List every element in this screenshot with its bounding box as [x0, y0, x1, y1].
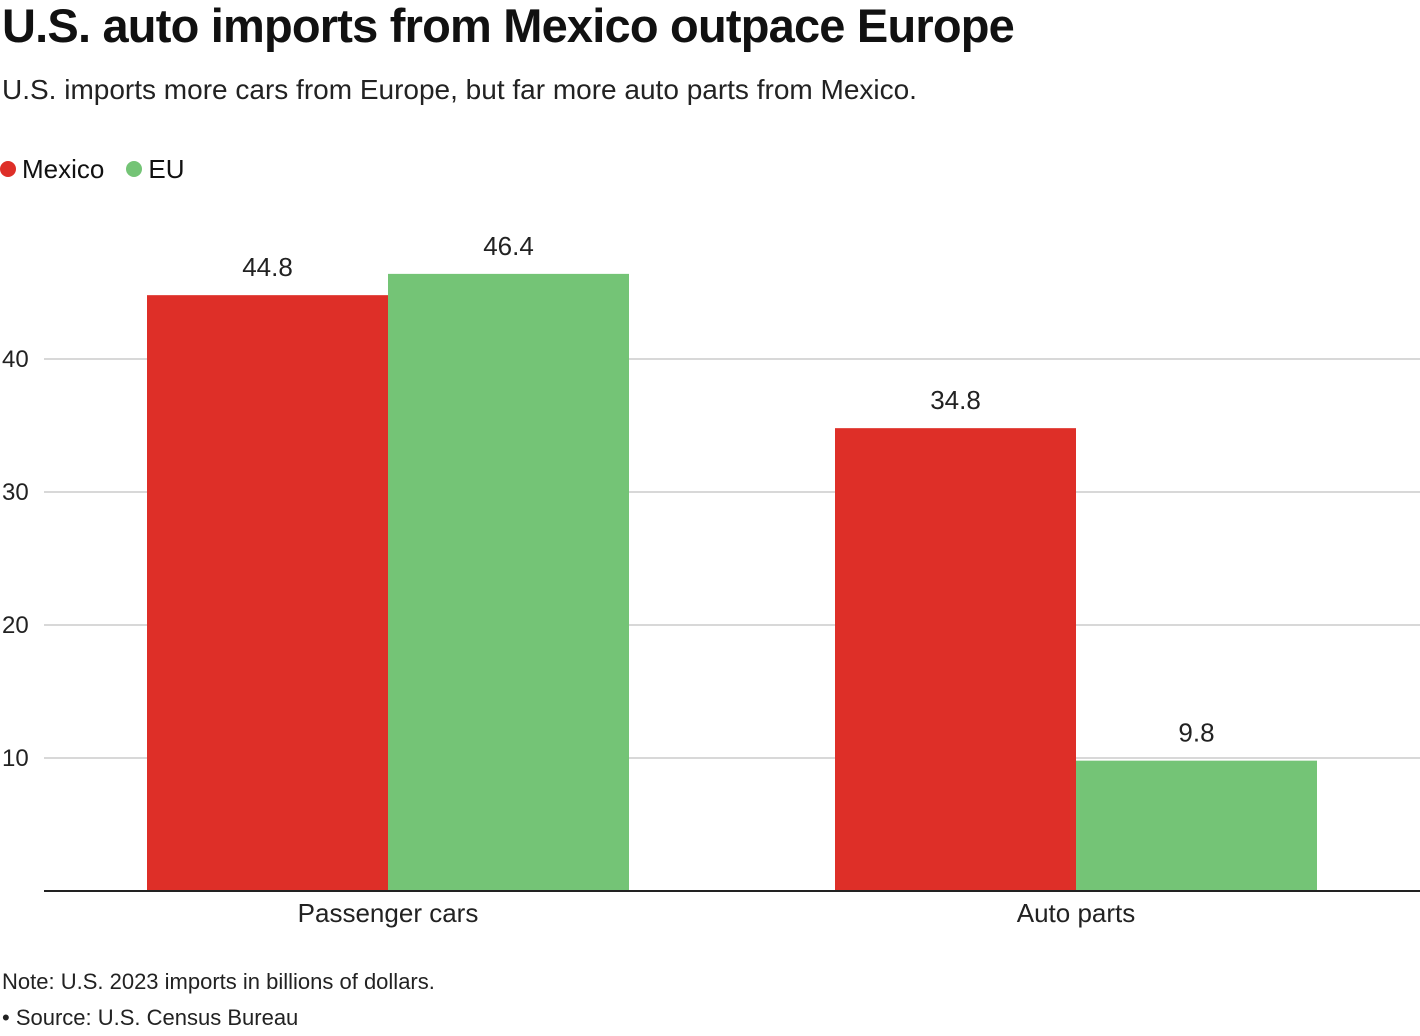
- x-tick-label-auto-parts: Auto parts: [1017, 898, 1136, 928]
- legend-label-eu: EU: [148, 154, 185, 184]
- legend-swatch-mexico: [0, 161, 16, 177]
- bar-eu-auto-parts: [1076, 760, 1317, 891]
- legend-item-mexico: Mexico: [0, 152, 104, 186]
- legend-item-eu: EU: [126, 152, 184, 186]
- y-tick-label-30: 30: [2, 479, 29, 506]
- data-label-eu-auto-parts: 9.8: [1178, 718, 1214, 748]
- chart-subtitle: U.S. imports more cars from Europe, but …: [2, 74, 917, 105]
- bar-eu-passenger-cars: [388, 273, 629, 891]
- chart-title: U.S. auto imports from Mexico outpace Eu…: [2, 0, 1015, 52]
- legend-swatch-eu: [126, 161, 143, 177]
- chart-note: Note: U.S. 2023 imports in billions of d…: [2, 969, 435, 994]
- x-tick-label-passenger-cars: Passenger cars: [298, 898, 479, 928]
- y-tick-label-20: 20: [2, 612, 29, 639]
- bar-mexico-auto-parts: [835, 428, 1076, 891]
- y-tick-label-10: 10: [2, 745, 29, 772]
- legend-label-mexico: Mexico: [22, 154, 105, 184]
- data-label-mexico-auto-parts: 34.8: [930, 385, 981, 415]
- legend: Mexico EU: [0, 152, 206, 186]
- chart-source: • Source: U.S. Census Bureau: [2, 1005, 299, 1030]
- y-tick-label-40: 40: [2, 346, 29, 373]
- bar-mexico-passenger-cars: [147, 295, 388, 891]
- data-label-mexico-passenger-cars: 44.8: [242, 252, 293, 282]
- data-label-eu-passenger-cars: 46.4: [483, 231, 534, 261]
